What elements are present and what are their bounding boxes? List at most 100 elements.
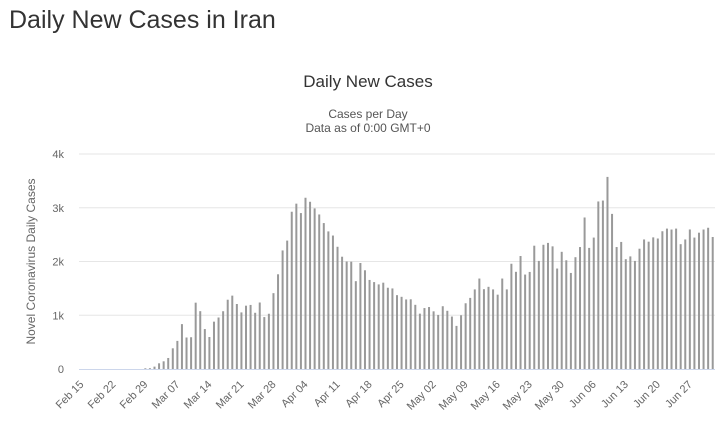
bar [638, 248, 641, 369]
bar [263, 317, 266, 369]
bar [592, 237, 595, 369]
bar [167, 357, 170, 369]
bar [661, 231, 664, 369]
bar [624, 259, 627, 369]
bar [633, 260, 636, 369]
bar [363, 270, 366, 369]
x-tick-label: Apr 04 [279, 379, 310, 410]
bar [569, 272, 572, 369]
y-tick-label: 1k [52, 310, 64, 322]
bar [647, 241, 650, 369]
bar [185, 337, 188, 369]
bar [473, 289, 476, 369]
bar [583, 217, 586, 369]
bar [665, 228, 668, 369]
bar [190, 337, 193, 369]
bar [469, 297, 472, 369]
bar [194, 302, 197, 369]
bar [396, 295, 398, 369]
bar [331, 235, 334, 369]
bar [386, 287, 389, 369]
bar [405, 299, 408, 369]
x-tick-labels: Feb 15 Feb 22 Feb 29 Mar 07 Mar 14 Mar 21 Mar … [54, 379, 695, 413]
bar [281, 250, 284, 369]
x-tick-label: Feb 15 [54, 379, 87, 412]
bar [450, 316, 453, 369]
bar [560, 251, 563, 369]
bar [652, 237, 655, 369]
bar [482, 289, 485, 369]
bar [565, 260, 568, 369]
bar [277, 274, 280, 369]
bar [615, 247, 618, 369]
bar [258, 302, 261, 369]
bar [180, 324, 183, 369]
y-tick-labels: 0 1k 2k 3k 4k [52, 149, 64, 376]
bar [203, 329, 206, 369]
x-tick-label: Jun 20 [631, 379, 663, 411]
bar [286, 240, 289, 369]
bar [693, 237, 696, 369]
chart-title: Daily New Cases [303, 72, 433, 91]
bar [675, 228, 678, 369]
y-tick-label: 3k [52, 203, 64, 215]
bar [345, 261, 348, 369]
bar [574, 257, 577, 369]
x-tick-label: Feb 29 [118, 379, 151, 412]
bar [697, 232, 700, 369]
bar [313, 208, 316, 369]
y-tick-label: 4k [52, 149, 64, 161]
x-tick-label: Apr 25 [375, 379, 406, 410]
x-tick-label: Mar 07 [150, 379, 183, 412]
y-tick-label: 2k [52, 257, 64, 269]
x-tick-label: Jun 06 [567, 379, 599, 411]
bar [148, 368, 151, 369]
bar [528, 271, 531, 369]
bar [546, 242, 549, 369]
bar [199, 311, 202, 369]
y-axis-label: Novel Coronavirus Daily Cases [24, 178, 38, 344]
bar [460, 315, 463, 369]
bar [537, 260, 540, 369]
bar [373, 282, 376, 369]
bar [505, 289, 508, 369]
bar [162, 361, 165, 369]
bar [432, 311, 435, 369]
x-tick-label: Mar 28 [246, 379, 279, 412]
bar [327, 231, 330, 369]
bar [304, 197, 307, 369]
bar [400, 296, 403, 369]
bar [441, 306, 444, 369]
bar [611, 213, 614, 369]
bar [542, 244, 545, 369]
bar [309, 201, 312, 369]
bar [336, 246, 339, 369]
bar [272, 293, 275, 369]
bar [359, 263, 362, 369]
bar [707, 227, 710, 369]
bar [423, 308, 426, 369]
bar [588, 247, 591, 369]
bar [226, 299, 229, 369]
bar [597, 201, 600, 369]
bar [606, 176, 609, 369]
bar [222, 311, 225, 369]
x-tick-label: May 09 [437, 379, 471, 413]
bar [249, 304, 252, 369]
bar [354, 281, 357, 369]
x-tick-label: Jun 27 [663, 379, 695, 411]
bar [455, 325, 458, 369]
bar [556, 268, 559, 369]
bar [519, 256, 522, 369]
x-tick-label: Mar 21 [214, 379, 247, 412]
bar [501, 278, 504, 369]
x-tick-label: Feb 22 [86, 379, 119, 412]
x-tick-label: Apr 18 [343, 379, 374, 410]
y-gridlines [79, 153, 715, 316]
bar-series [144, 176, 714, 369]
chart-subtitle: Cases per Day Data as of 0:00 GMT+0 [0, 107, 720, 135]
bar [487, 286, 490, 369]
bar [409, 299, 412, 369]
bar [656, 238, 659, 369]
